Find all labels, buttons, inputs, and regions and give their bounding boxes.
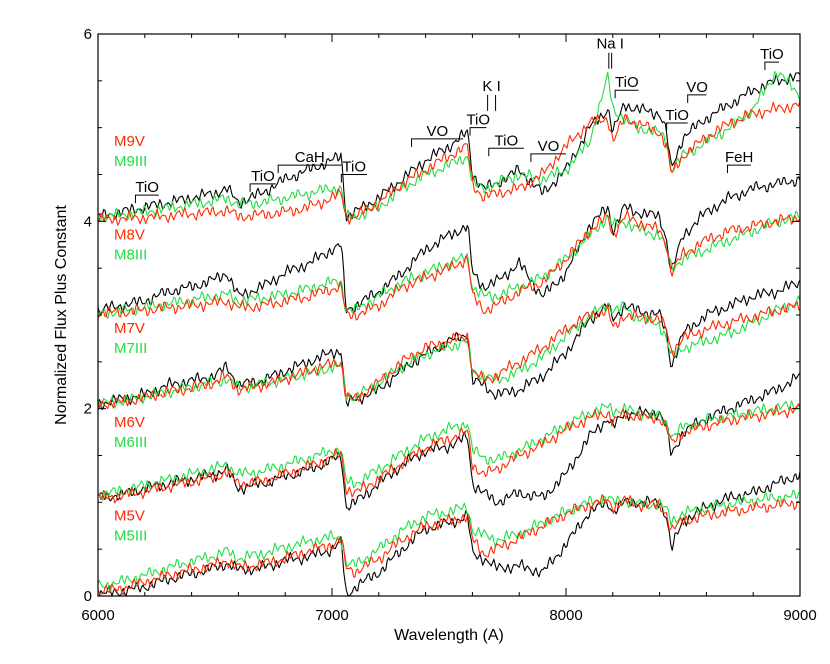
y-tick-label: 0	[84, 588, 92, 605]
band-marker	[488, 147, 524, 157]
band-label: TiO	[760, 46, 784, 63]
band-label: TiO	[135, 179, 159, 196]
giant-spectrum-1	[97, 400, 801, 501]
x-tick-label: 9000	[783, 607, 816, 624]
band-marker	[530, 153, 566, 162]
band-marker	[411, 138, 464, 147]
band-marker	[340, 174, 368, 183]
x-tick-label: 7000	[315, 607, 348, 624]
reference-spectrum-0	[97, 471, 801, 597]
dwarf-spectrum-3	[97, 209, 801, 321]
giant-spectrum-3	[97, 210, 801, 320]
band-label: TiO	[615, 74, 639, 91]
y-tick-label: 2	[84, 401, 92, 418]
band-label: FeH	[725, 149, 753, 166]
band-marker	[134, 194, 159, 204]
axes: 6000 7000 8000 9000 0 2 4 6	[81, 26, 816, 624]
giant-type-label: M6III	[114, 434, 147, 451]
dwarf-type-label: M6V	[114, 414, 145, 431]
spectral-type-labels: M5V M5III M6V M6III M7V M7III M8V M8III M9V M9III	[114, 133, 147, 545]
band-label: TiO	[665, 107, 689, 124]
dwarf-type-label: M5V	[114, 507, 145, 524]
y-axis-title: Normalized Flux Plus Constant	[53, 205, 70, 425]
reference-spectrum-2	[97, 279, 801, 411]
x-tick-label: 8000	[549, 607, 582, 624]
band-label: TiO	[251, 168, 275, 185]
band-marker	[614, 89, 639, 99]
giant-spectrum-4	[97, 71, 801, 223]
giant-type-label: M5III	[114, 527, 147, 544]
reference-spectrum-3	[97, 176, 801, 315]
atomic-line-label: K I	[482, 78, 500, 95]
giant-spectrum-0	[97, 489, 801, 592]
band-label: TiO	[495, 132, 519, 149]
dwarf-type-label: M7V	[114, 320, 145, 337]
band-marker	[726, 164, 751, 174]
band-label: TiO	[466, 112, 490, 129]
band-label: VO	[538, 138, 560, 155]
y-tick-label: 6	[84, 26, 92, 43]
band-label: TiO	[342, 159, 366, 176]
feature-annotations: TiO TiO CaH TiO VO TiO TiO VO TiO TiO VO FeH TiO K I N…	[134, 36, 784, 204]
dwarf-type-label: M9V	[114, 133, 145, 150]
giant-type-label: M9III	[114, 153, 147, 170]
giant-type-label: M8III	[114, 246, 147, 263]
atomic-line-label: Na I	[596, 36, 624, 53]
dwarf-spectrum-0	[97, 494, 801, 596]
band-label: CaH	[295, 149, 325, 166]
dwarf-type-label: M8V	[114, 226, 145, 243]
band-label: VO	[686, 79, 708, 96]
giant-type-label: M7III	[114, 340, 147, 357]
dwarf-spectrum-2	[97, 301, 801, 410]
giant-spectrum-2	[97, 295, 801, 409]
dwarf-spectrum-1	[97, 403, 801, 504]
band-marker	[666, 122, 688, 131]
band-marker	[469, 127, 487, 136]
reference-spectrum-4	[98, 72, 801, 222]
band-marker	[687, 94, 707, 103]
x-axis-title: Wavelength (A)	[394, 627, 504, 644]
series-layer	[97, 71, 801, 597]
y-tick-label: 4	[84, 213, 92, 230]
band-marker	[277, 164, 342, 174]
x-tick-label: 6000	[81, 607, 114, 624]
band-label: VO	[426, 123, 448, 140]
band-marker	[249, 183, 276, 192]
dwarf-spectrum-4	[97, 100, 801, 226]
band-marker	[764, 61, 779, 71]
